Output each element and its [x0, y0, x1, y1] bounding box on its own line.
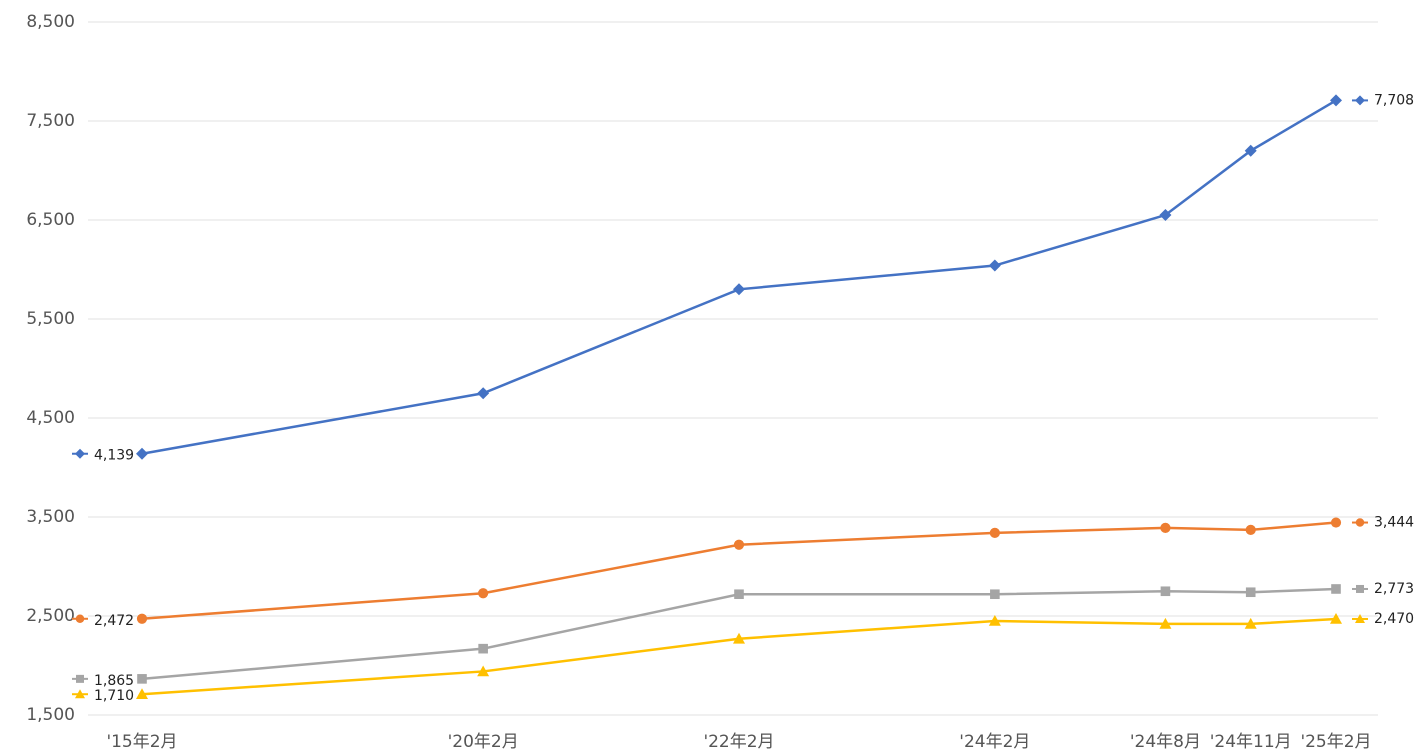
- marker: [75, 614, 85, 624]
- y-tick-label: 8,500: [26, 12, 75, 32]
- marker: [989, 527, 1000, 538]
- marker: [1330, 517, 1342, 528]
- series-line: [141, 521, 1337, 621]
- series-line: [141, 99, 1337, 455]
- y-tick-label: 2,500: [26, 606, 75, 626]
- marker: [988, 259, 1001, 272]
- marker: [136, 447, 148, 460]
- marker: [1356, 584, 1364, 593]
- x-tick-label: '15年2月: [106, 732, 177, 752]
- x-tick-label: '25年2月: [1300, 732, 1371, 752]
- marker: [75, 448, 85, 459]
- data-label: 4,139: [94, 448, 134, 464]
- marker: [1355, 613, 1365, 623]
- marker: [1159, 209, 1172, 222]
- marker: [478, 643, 488, 654]
- x-tick-label: '22年2月: [703, 732, 774, 752]
- y-tick-label: 3,500: [26, 507, 75, 527]
- x-tick-label: '24年2月: [959, 732, 1030, 752]
- data-label: 7,708: [1374, 92, 1414, 108]
- marker: [990, 589, 1000, 600]
- marker: [1160, 522, 1171, 533]
- marker: [1355, 518, 1365, 527]
- marker: [1244, 617, 1257, 629]
- x-tick-label: '24年11月: [1210, 732, 1292, 752]
- data-label: 2,470: [1374, 611, 1414, 627]
- marker: [1244, 144, 1257, 157]
- marker: [76, 674, 84, 683]
- marker: [1245, 587, 1256, 598]
- marker: [477, 387, 490, 400]
- marker: [734, 589, 744, 600]
- series-line: [141, 617, 1337, 696]
- marker: [988, 614, 1001, 626]
- marker: [477, 665, 490, 677]
- y-tick-label: 6,500: [26, 210, 75, 230]
- data-label: 2,472: [94, 613, 134, 629]
- x-tick-label: '20年2月: [448, 732, 519, 752]
- data-label: 3,444: [1374, 515, 1414, 531]
- y-tick-label: 1,500: [26, 705, 75, 725]
- y-tick-label: 5,500: [26, 309, 75, 329]
- y-tick-label: 7,500: [26, 111, 75, 131]
- marker: [136, 688, 148, 700]
- marker: [733, 539, 745, 550]
- marker: [733, 283, 745, 296]
- marker: [1330, 612, 1342, 624]
- marker: [136, 613, 148, 624]
- marker: [1160, 586, 1171, 597]
- marker: [733, 632, 745, 644]
- marker: [137, 674, 147, 684]
- marker: [1331, 584, 1341, 594]
- marker: [1355, 95, 1365, 106]
- y-tick-label: 4,500: [26, 408, 75, 428]
- data-label: 2,773: [1374, 581, 1414, 597]
- marker: [1330, 94, 1342, 107]
- marker: [1159, 617, 1172, 629]
- marker: [1245, 524, 1256, 535]
- data-label: 1,865: [94, 673, 134, 689]
- data-label: 1,710: [94, 688, 134, 704]
- x-tick-label: '24年8月: [1130, 732, 1201, 752]
- marker: [478, 588, 489, 599]
- marker: [75, 689, 85, 699]
